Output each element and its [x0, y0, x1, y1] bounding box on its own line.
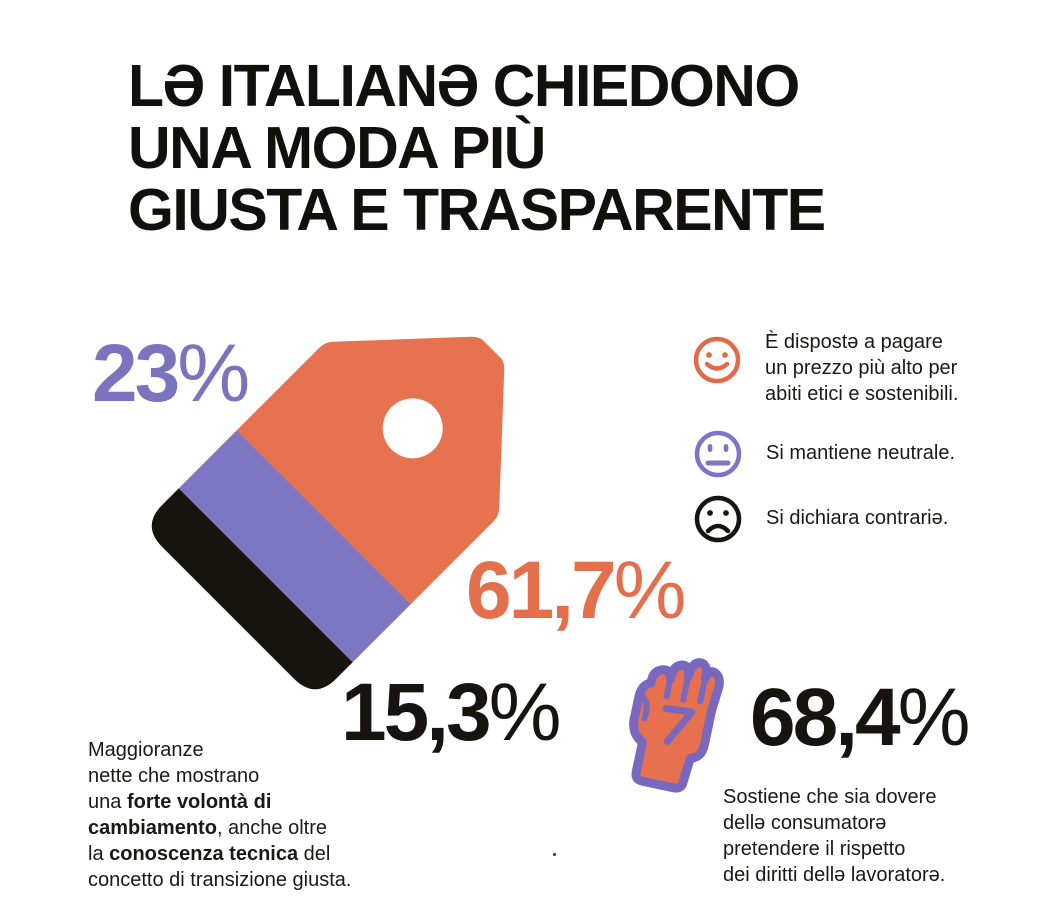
- percent-neutral-digits: 23: [92, 328, 180, 419]
- percent-neutral-sign: %: [177, 328, 251, 419]
- percent-label-willing: 61,7%: [466, 550, 687, 632]
- left-note: Maggioranze nette che mostrano una forte v…: [88, 739, 352, 891]
- percent-contrary-sign: %: [488, 667, 562, 758]
- stat-description: Sostiene che sia dovere dellə consumatorə…: [723, 786, 946, 886]
- legend-item-willing: È dispostə a pagare un prezzo più alto pe…: [692, 331, 958, 407]
- happy-face-icon: [693, 336, 741, 384]
- legend-item-neutral: Si mantiene neutrale.: [693, 429, 955, 479]
- page-title: LƏ ITALIANƏ CHIEDONO UNA MODA PIÙ GIUSTA…: [128, 53, 826, 243]
- percent-workers-sign: %: [897, 672, 971, 763]
- percent-label-workers-rights: 68,4%: [750, 677, 971, 759]
- legend-item-label: Si mantiene neutrale.: [766, 442, 956, 464]
- percent-label-contrary: 15,3%: [341, 672, 562, 754]
- tag-segment-neutral: [174, 426, 417, 669]
- legend-item-label: È dispostə a pagare un prezzo più alto pe…: [765, 331, 959, 405]
- percent-workers-digits: 68,4: [750, 672, 901, 763]
- percent-willing-digits: 61,7: [466, 545, 617, 636]
- stray-dot: [553, 853, 556, 856]
- page-title-line-2: UNA MODA PIÙ: [128, 115, 546, 181]
- page-title-line-3: GIUSTA E TRASPARENTE: [128, 177, 826, 243]
- sad-face-icon: [694, 495, 742, 543]
- legend-item-label: Si dichiara contrariə.: [766, 507, 949, 529]
- price-tag-chart: [141, 336, 505, 700]
- legend-item-contrary: Si dichiara contrariə.: [693, 494, 948, 544]
- tag-segment-contrary: [141, 484, 359, 700]
- percent-willing-sign: %: [613, 545, 687, 636]
- tag-hole: [382, 398, 443, 459]
- neutral-face-icon: [694, 430, 742, 478]
- page-title-line-1: LƏ ITALIANƏ CHIEDONO: [128, 53, 800, 119]
- percent-label-neutral: 23%: [92, 333, 250, 415]
- percent-contrary-digits: 15,3: [341, 667, 492, 758]
- raised-fist-icon: [629, 658, 724, 793]
